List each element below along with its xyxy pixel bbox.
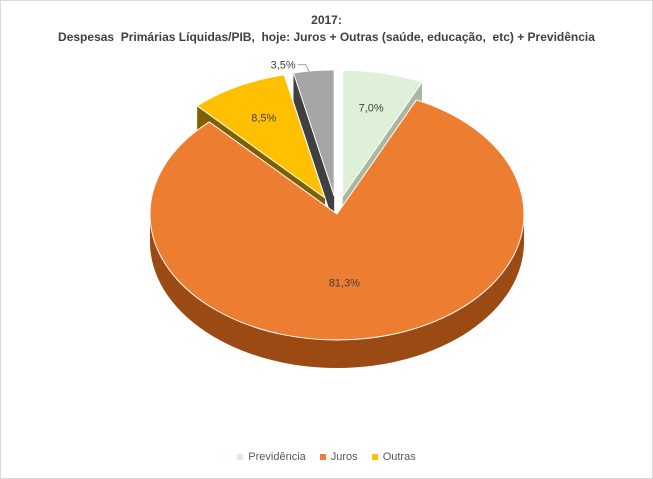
legend-label-juros: Juros xyxy=(330,451,358,463)
data-label: 3,5% xyxy=(271,60,296,72)
chart-subtitle: Despesas Primárias Líquidas/PIB, hoje: J… xyxy=(58,30,595,44)
data-label: 8,5% xyxy=(251,113,276,125)
leader-line xyxy=(297,64,313,77)
pie-slice xyxy=(149,99,525,341)
legend-label-previdencia: Previdência xyxy=(248,451,306,463)
pie-slice-wall xyxy=(150,214,524,368)
legend: Previdência Juros Outras xyxy=(0,451,653,463)
chart-title: 2017: xyxy=(311,13,342,27)
legend-item-previdencia: Previdência xyxy=(237,451,306,463)
legend-swatch-outras xyxy=(371,454,378,460)
pie-slice xyxy=(196,74,326,200)
legend-swatch-previdencia xyxy=(237,454,244,460)
legend-item-juros: Juros xyxy=(319,451,358,463)
pie-slice-group xyxy=(149,99,525,368)
pie-slice-edge xyxy=(293,72,335,224)
pie-slice xyxy=(292,69,335,197)
chart-title-block: 2017: Despesas Primárias Líquidas/PIB, h… xyxy=(0,12,653,46)
legend-swatch-juros xyxy=(319,454,326,460)
legend-item-outras: Outras xyxy=(371,451,416,463)
legend-label-outras: Outras xyxy=(382,451,416,463)
data-label: 7,0% xyxy=(359,103,384,115)
pie-slice-group xyxy=(292,69,335,224)
data-label: 81,3% xyxy=(329,277,360,289)
pie-slice xyxy=(342,69,423,198)
